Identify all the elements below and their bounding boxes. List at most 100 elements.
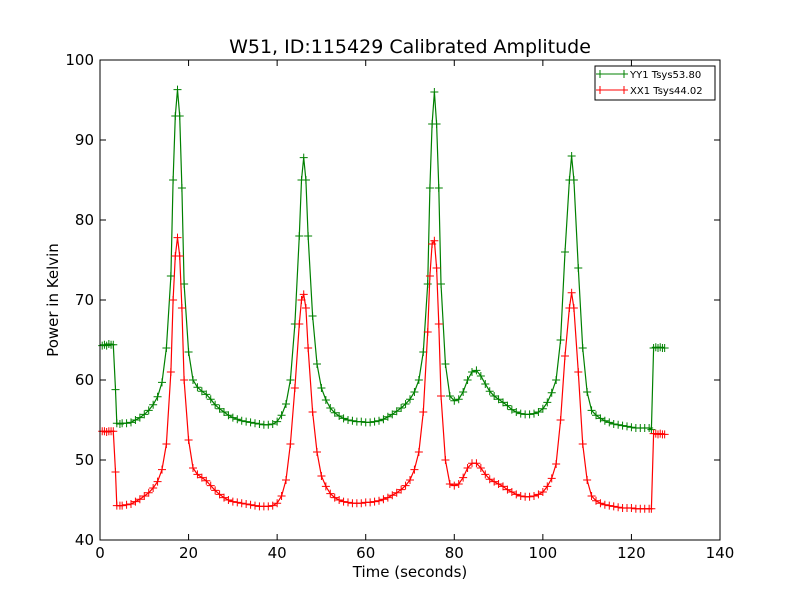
legend-marker-xx1 xyxy=(596,86,604,94)
data-point xyxy=(494,395,503,404)
data-point xyxy=(530,492,538,500)
series-yy1 xyxy=(98,85,669,434)
data-point xyxy=(344,498,352,507)
x-axis-ticks: 0 20 40 60 80 100 120 140 xyxy=(95,60,734,562)
data-point xyxy=(224,496,233,504)
y-axis-ticks: 40 50 60 70 80 90 100 xyxy=(65,51,720,549)
data-point xyxy=(370,497,379,506)
data-point xyxy=(295,232,304,240)
data-point xyxy=(538,404,547,413)
data-point xyxy=(441,456,450,464)
data-point xyxy=(162,344,171,352)
data-point xyxy=(233,498,242,507)
data-point xyxy=(425,272,434,280)
data-point xyxy=(567,152,576,160)
data-point xyxy=(450,481,459,490)
data-point xyxy=(339,414,348,423)
data-point xyxy=(301,304,310,312)
data-point xyxy=(375,496,383,505)
data-point xyxy=(149,400,158,409)
data-point xyxy=(111,468,120,476)
x-tick-label: 80 xyxy=(445,544,464,562)
data-point xyxy=(552,460,561,468)
data-point xyxy=(127,418,135,427)
chart-title: W51, ID:115429 Calibrated Amplitude xyxy=(229,36,591,58)
data-point xyxy=(476,464,485,472)
data-point xyxy=(423,280,432,288)
data-point xyxy=(330,408,339,417)
data-point xyxy=(596,499,605,508)
data-point xyxy=(321,396,330,404)
data-point xyxy=(574,264,583,272)
data-point xyxy=(224,411,233,420)
data-point xyxy=(623,422,631,431)
data-point xyxy=(135,413,144,422)
data-point xyxy=(543,482,552,491)
data-point xyxy=(246,418,255,427)
data-point xyxy=(472,459,481,468)
data-point xyxy=(264,420,273,429)
data-point xyxy=(357,499,366,508)
data-point xyxy=(592,411,600,420)
data-point xyxy=(109,340,118,349)
data-point xyxy=(507,488,516,496)
data-point xyxy=(370,417,379,426)
data-point xyxy=(273,417,282,426)
data-point xyxy=(454,395,463,404)
data-point xyxy=(472,366,481,375)
series-layer xyxy=(98,85,669,513)
legend-entry-yy1: YY1 Tsys53.80 xyxy=(596,70,701,81)
data-point xyxy=(177,184,186,192)
data-point xyxy=(463,464,472,472)
data-point xyxy=(454,480,463,488)
data-point xyxy=(476,372,485,380)
data-point xyxy=(419,348,428,356)
data-point xyxy=(437,392,445,400)
data-point xyxy=(308,408,317,416)
data-point xyxy=(605,418,614,427)
y-tick-label: 50 xyxy=(75,451,94,469)
data-point xyxy=(158,465,166,474)
data-point xyxy=(277,411,286,420)
data-point xyxy=(366,498,375,507)
data-point xyxy=(127,500,135,508)
data-point xyxy=(530,409,538,418)
data-point xyxy=(251,501,259,510)
data-point xyxy=(406,476,414,484)
data-point xyxy=(569,176,578,184)
data-point xyxy=(144,406,153,415)
data-point xyxy=(618,421,627,430)
data-point xyxy=(605,501,614,510)
data-point xyxy=(202,476,211,485)
legend-marker-yy1 xyxy=(596,70,604,78)
data-point xyxy=(242,417,251,426)
data-point xyxy=(242,500,251,508)
data-point xyxy=(525,492,534,501)
data-point xyxy=(434,184,443,192)
data-point xyxy=(268,420,277,428)
data-point xyxy=(206,395,215,404)
data-point xyxy=(397,404,406,412)
data-point xyxy=(313,448,321,456)
data-point xyxy=(627,504,636,512)
data-point xyxy=(282,400,290,408)
data-point xyxy=(547,474,556,483)
data-point xyxy=(317,472,326,480)
data-point xyxy=(197,473,206,482)
y-tick-label: 60 xyxy=(75,371,94,389)
data-point xyxy=(414,376,423,384)
data-point xyxy=(392,407,401,416)
data-point xyxy=(330,493,339,502)
x-tick-label: 120 xyxy=(617,544,646,562)
data-point xyxy=(301,176,310,184)
data-point xyxy=(237,499,246,508)
data-point xyxy=(173,85,182,94)
data-point xyxy=(516,409,525,418)
data-point xyxy=(574,368,583,376)
data-point xyxy=(228,413,237,422)
data-point xyxy=(140,492,149,500)
data-point xyxy=(410,465,419,474)
data-point xyxy=(246,500,255,509)
data-point xyxy=(609,420,618,428)
data-point xyxy=(614,503,623,512)
